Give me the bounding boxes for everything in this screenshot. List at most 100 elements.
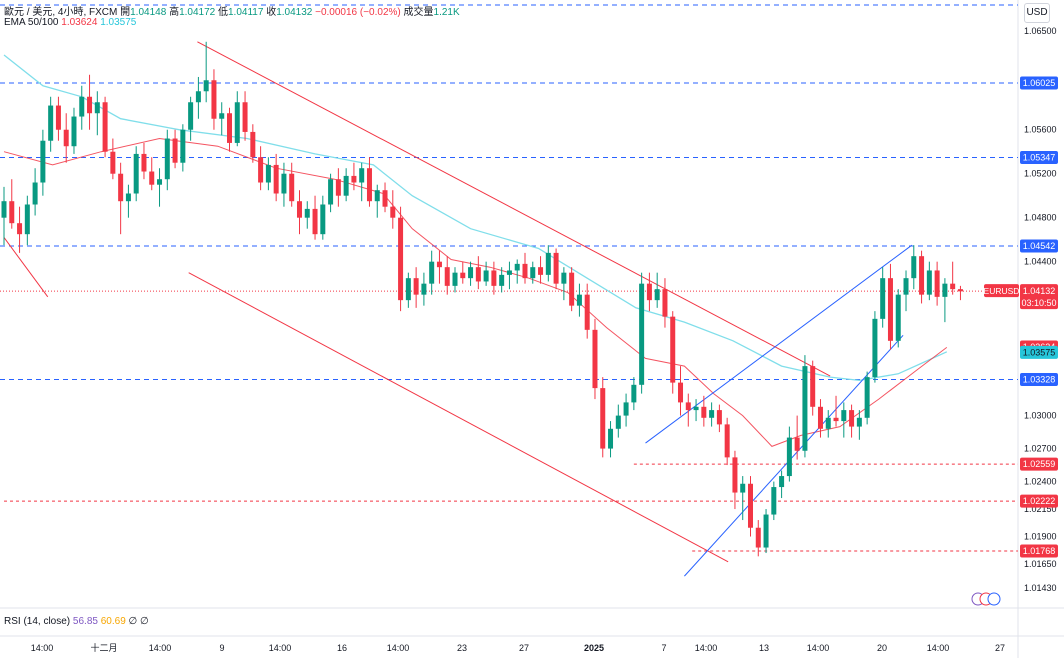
candle[interactable]	[1, 186, 7, 246]
candle[interactable]	[678, 366, 684, 416]
trendline-2[interactable]	[188, 272, 729, 563]
candle[interactable]	[234, 91, 240, 147]
candle[interactable]	[227, 107, 233, 152]
candle[interactable]	[779, 470, 785, 499]
candle[interactable]	[950, 261, 956, 295]
candle[interactable]	[701, 395, 707, 427]
candle[interactable]	[623, 393, 629, 427]
candle[interactable]	[94, 91, 100, 136]
candle[interactable]	[40, 129, 46, 196]
candle[interactable]	[219, 102, 225, 136]
price-label-cyan[interactable]: 1.03575	[1020, 345, 1058, 359]
candle[interactable]	[359, 162, 365, 202]
price-label-blue[interactable]: 1.03328	[1020, 373, 1058, 387]
candle[interactable]	[608, 421, 614, 458]
candle[interactable]	[810, 360, 816, 416]
candle[interactable]	[413, 267, 419, 308]
candle[interactable]	[63, 113, 69, 163]
price-label-red[interactable]: 1.02559	[1020, 457, 1058, 471]
candle[interactable]	[351, 162, 357, 191]
candle[interactable]	[747, 476, 753, 537]
candle[interactable]	[141, 142, 147, 180]
candle[interactable]	[195, 76, 201, 119]
candle[interactable]	[755, 520, 761, 557]
candle[interactable]	[304, 201, 310, 229]
candle[interactable]	[499, 267, 505, 293]
candle[interactable]	[110, 138, 116, 180]
candle[interactable]	[382, 182, 388, 213]
candle[interactable]	[211, 69, 217, 130]
candle[interactable]	[506, 261, 512, 290]
candle[interactable]	[149, 157, 155, 191]
candle[interactable]	[786, 426, 792, 482]
candle[interactable]	[919, 250, 925, 304]
candle[interactable]	[296, 190, 302, 235]
candle[interactable]	[172, 129, 178, 169]
candle[interactable]	[553, 248, 559, 290]
candle[interactable]	[522, 252, 528, 284]
candle[interactable]	[118, 162, 124, 235]
candle[interactable]	[133, 146, 139, 202]
candle[interactable]	[436, 250, 442, 284]
candle[interactable]	[71, 107, 77, 154]
candle[interactable]	[856, 410, 862, 440]
event-icon-3[interactable]	[987, 592, 1001, 606]
candle[interactable]	[833, 395, 839, 427]
candle[interactable]	[693, 399, 699, 422]
candle[interactable]	[475, 256, 481, 290]
candle[interactable]	[32, 168, 38, 216]
candle[interactable]	[872, 311, 878, 383]
candle[interactable]	[740, 476, 746, 521]
candle[interactable]	[849, 404, 855, 438]
price-label-blue[interactable]: 1.06025	[1020, 76, 1058, 90]
candle[interactable]	[374, 184, 380, 218]
candle[interactable]	[825, 410, 831, 438]
candle[interactable]	[864, 371, 870, 425]
ema-legend[interactable]: EMA 50/100 1.03624 1.03575	[4, 17, 136, 28]
trendline-0[interactable]	[3, 237, 49, 298]
candle[interactable]	[398, 206, 404, 312]
price-label-blue[interactable]: 1.04542	[1020, 239, 1058, 253]
last-price-tag[interactable]: EURUSD 1.04132 03:10:50	[984, 284, 1058, 310]
candle[interactable]	[242, 91, 248, 141]
candle[interactable]	[429, 250, 435, 295]
candle[interactable]	[514, 259, 520, 284]
candle[interactable]	[335, 168, 341, 207]
price-label-red[interactable]: 1.01768	[1020, 544, 1058, 558]
candle[interactable]	[576, 283, 582, 317]
candle[interactable]	[639, 272, 645, 394]
currency-button[interactable]: USD	[1024, 3, 1050, 23]
event-icons[interactable]	[971, 592, 1001, 606]
candle[interactable]	[102, 96, 108, 158]
candle[interactable]	[320, 195, 326, 240]
candle[interactable]	[281, 162, 287, 207]
candle[interactable]	[942, 278, 948, 323]
candle[interactable]	[444, 256, 450, 295]
candle[interactable]	[771, 481, 777, 521]
candle[interactable]	[9, 179, 15, 229]
candle[interactable]	[125, 184, 131, 218]
candle[interactable]	[569, 267, 575, 312]
candle[interactable]	[934, 261, 940, 306]
candle[interactable]	[600, 377, 606, 458]
candle[interactable]	[265, 157, 271, 191]
candle[interactable]	[343, 168, 349, 202]
price-label-blue[interactable]: 1.05347	[1020, 151, 1058, 165]
candle[interactable]	[670, 311, 676, 394]
candle[interactable]	[545, 245, 551, 282]
candle[interactable]	[452, 267, 458, 293]
candle[interactable]	[724, 417, 730, 466]
candle[interactable]	[685, 393, 691, 427]
rsi-legend[interactable]: RSI (14, close) 56.85 60.69 ∅ ∅	[4, 616, 149, 627]
candle[interactable]	[203, 41, 209, 103]
candle[interactable]	[157, 168, 163, 207]
candle[interactable]	[911, 245, 917, 290]
candle[interactable]	[180, 124, 186, 172]
candle[interactable]	[24, 195, 30, 246]
candle[interactable]	[654, 272, 660, 308]
candle[interactable]	[87, 74, 93, 130]
candle[interactable]	[662, 278, 668, 328]
candle[interactable]	[164, 129, 170, 191]
candle[interactable]	[468, 261, 474, 286]
